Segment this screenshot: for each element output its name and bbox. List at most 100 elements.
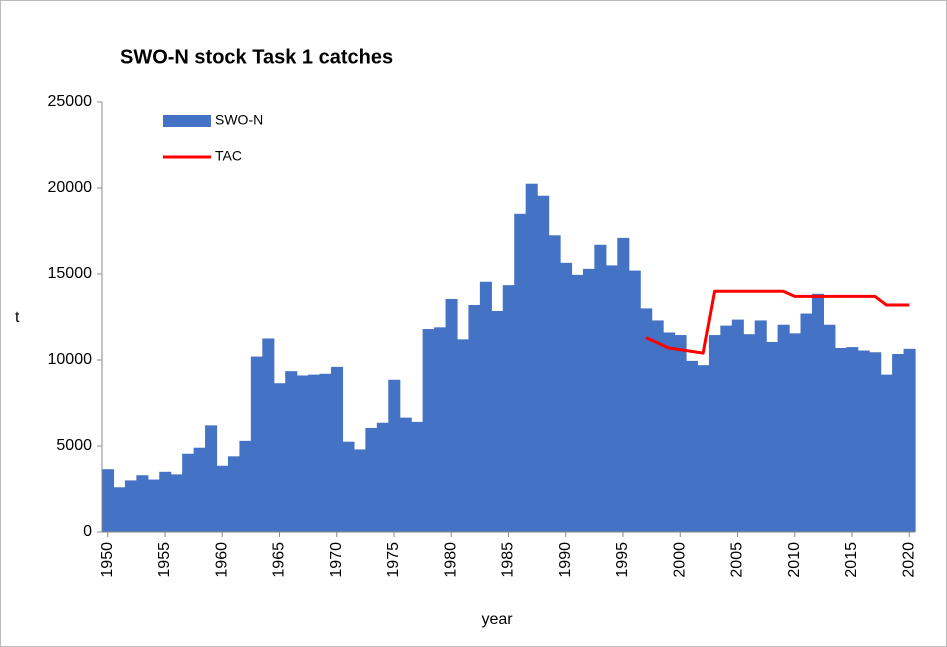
bar	[571, 274, 584, 532]
bar	[823, 324, 836, 532]
bar	[422, 329, 435, 532]
bar	[514, 213, 527, 533]
y-axis-label: t	[15, 309, 20, 326]
bar	[365, 427, 378, 532]
bar	[594, 244, 607, 532]
x-tick-label: 2000	[671, 542, 688, 578]
y-tick-label: 10000	[48, 351, 93, 368]
y-tick-label: 15000	[48, 265, 93, 282]
x-tick-label: 1970	[328, 542, 345, 578]
x-tick-label: 2015	[843, 542, 860, 578]
bar	[205, 425, 218, 532]
bar	[491, 310, 504, 532]
bar	[892, 353, 905, 532]
bar	[445, 298, 458, 532]
bar	[434, 327, 447, 532]
bar	[525, 183, 538, 532]
bar	[468, 304, 481, 532]
bar	[777, 324, 790, 532]
bar	[869, 352, 882, 532]
bar	[411, 421, 424, 532]
bar	[216, 465, 229, 532]
bar	[880, 374, 893, 532]
x-tick-label: 1985	[500, 542, 517, 578]
bar	[285, 371, 298, 532]
bar	[456, 339, 470, 532]
bar	[663, 332, 676, 532]
bar	[182, 453, 195, 532]
bar	[388, 379, 401, 532]
x-tick-label: 1950	[99, 542, 116, 578]
bar	[147, 479, 160, 532]
bar	[720, 325, 733, 532]
bar	[766, 341, 779, 532]
bar	[617, 237, 630, 532]
legend-label: SWO-N	[215, 112, 263, 128]
bar	[846, 347, 859, 532]
bar	[113, 487, 126, 532]
bar	[136, 475, 149, 532]
bar	[376, 422, 389, 532]
bar	[319, 373, 332, 532]
bar	[697, 365, 710, 532]
x-tick-label: 2020	[900, 542, 917, 578]
y-tick-label: 20000	[48, 179, 93, 196]
x-tick-label: 1990	[557, 542, 574, 578]
bar	[903, 348, 916, 532]
legend-label: TAC	[215, 148, 242, 164]
bar	[250, 356, 263, 532]
x-tick-label: 2010	[786, 542, 803, 578]
bar	[685, 360, 699, 532]
chart-title: SWO-N stock Task 1 catches	[120, 46, 393, 68]
bar	[651, 320, 664, 532]
bar	[262, 338, 275, 532]
line	[645, 289, 910, 355]
bar	[674, 335, 687, 532]
bar	[399, 417, 412, 532]
bar	[560, 262, 573, 532]
bar	[102, 469, 115, 532]
x-tick-label: 2005	[729, 542, 746, 578]
bar	[640, 308, 653, 532]
x-tick-label: 1960	[213, 542, 230, 578]
x-tick-label: 1975	[385, 542, 402, 578]
bar	[331, 366, 344, 532]
x-tick-label: 1980	[442, 542, 459, 578]
bar	[239, 440, 252, 532]
bar	[342, 441, 355, 532]
bar	[273, 383, 286, 532]
bar	[548, 235, 561, 533]
y-tick-label: 5000	[56, 437, 92, 454]
y-tick-label: 25000	[48, 93, 93, 110]
bar	[582, 268, 595, 532]
bar	[308, 374, 321, 532]
x-axis-label: year	[481, 611, 513, 628]
bar	[628, 270, 641, 532]
bar	[159, 471, 172, 532]
bar	[743, 334, 756, 532]
bar	[789, 333, 802, 532]
bar	[124, 480, 137, 532]
x-tick-label: 1955	[156, 542, 173, 578]
bar	[193, 447, 206, 532]
y-tick-label: 0	[83, 523, 92, 540]
x-tick-label: 1965	[271, 542, 288, 578]
bar	[708, 335, 721, 532]
bar	[800, 313, 813, 532]
bar	[502, 285, 515, 532]
bar	[605, 265, 618, 532]
bar	[811, 293, 824, 532]
x-tick-label: 1995	[614, 542, 631, 578]
bar	[731, 319, 744, 532]
bar	[834, 347, 847, 532]
bar	[227, 456, 241, 532]
legend-swatch	[163, 115, 211, 127]
bar	[170, 474, 183, 532]
bar	[479, 281, 492, 532]
bar	[296, 375, 309, 532]
bar	[857, 350, 870, 532]
bar	[754, 320, 767, 532]
bar	[353, 449, 366, 532]
bar	[537, 195, 550, 533]
